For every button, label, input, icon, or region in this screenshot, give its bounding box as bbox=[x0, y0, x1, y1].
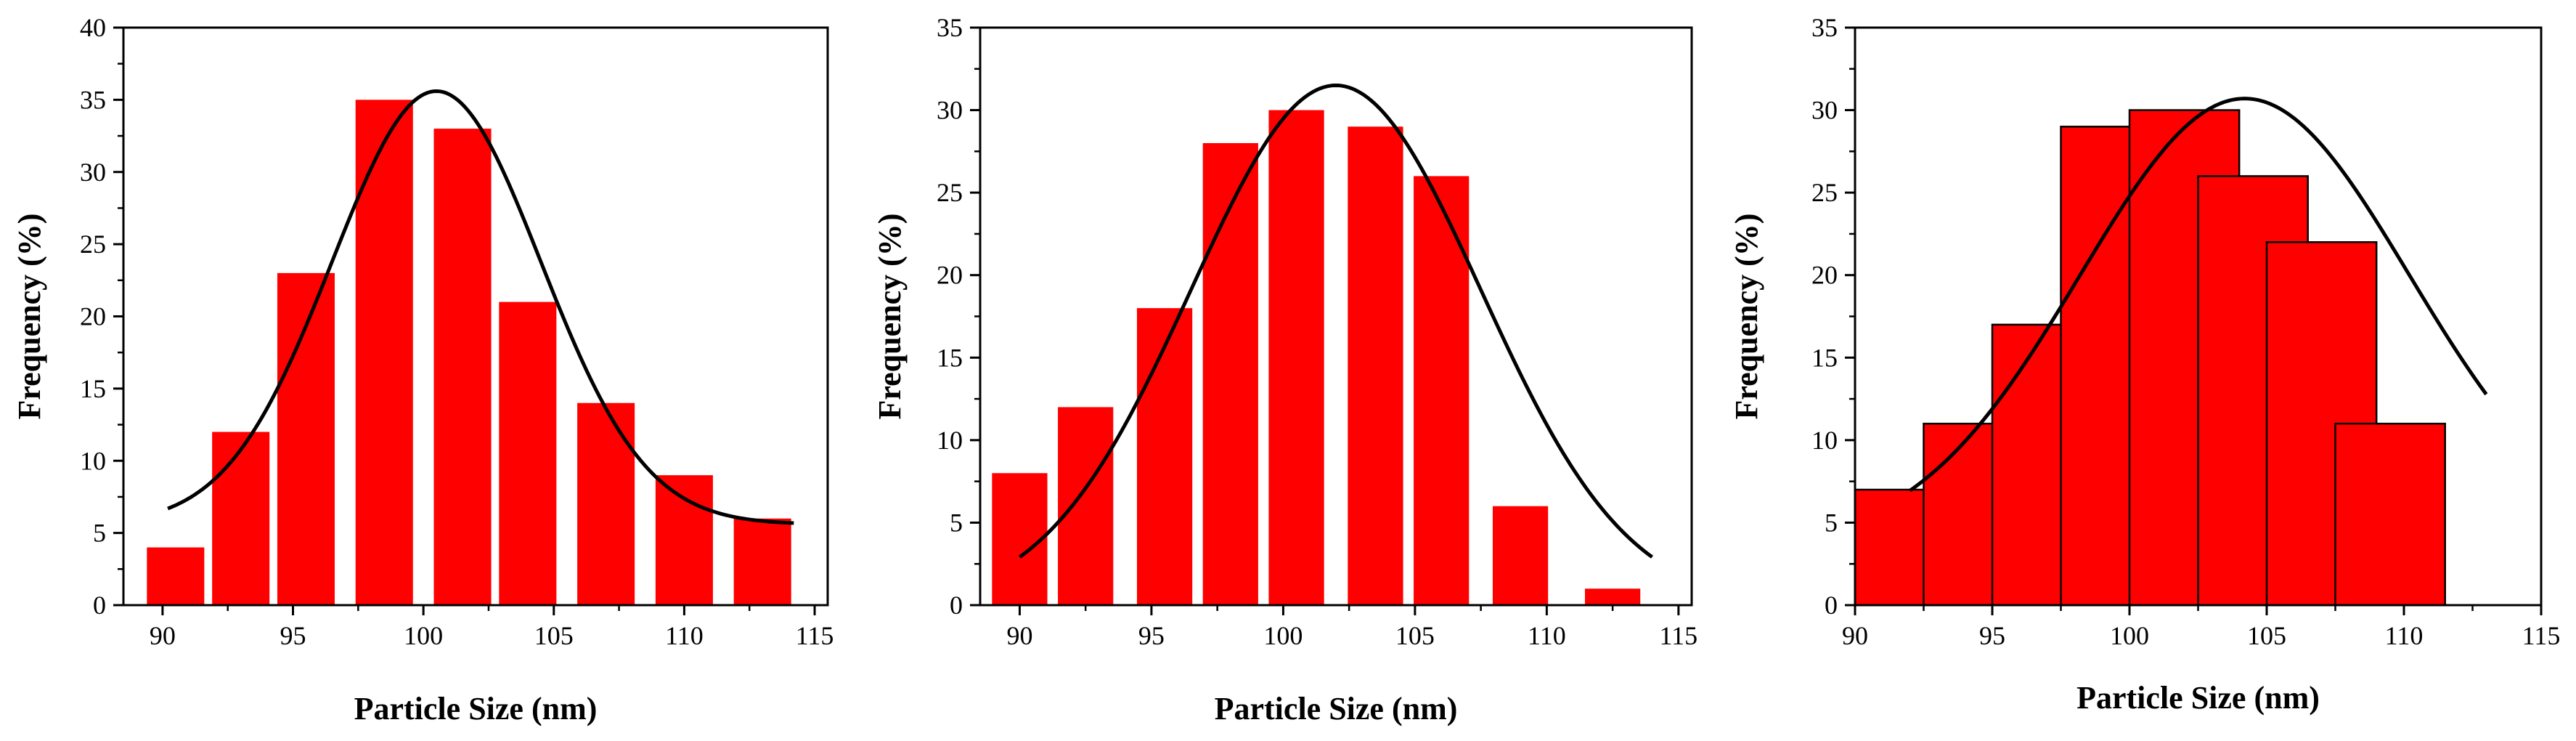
y-axis-title: Frequency (%) bbox=[1729, 214, 1764, 420]
y-tick-label: 35 bbox=[937, 13, 963, 42]
gaussian-fit-line bbox=[1018, 83, 1654, 559]
gaussian-fit-line bbox=[167, 89, 794, 525]
y-tick-label: 20 bbox=[80, 302, 106, 331]
bar-3 bbox=[1136, 308, 1193, 605]
y-tick-label: 5 bbox=[1825, 508, 1838, 537]
bar-2 bbox=[212, 432, 270, 605]
bar-8 bbox=[655, 475, 713, 605]
bar-7 bbox=[577, 402, 635, 605]
bar-6 bbox=[1348, 126, 1403, 606]
x-axis-title: Particle Size (nm) bbox=[2076, 680, 2320, 716]
y-tick-label: 20 bbox=[937, 261, 963, 290]
y-tick-label: 30 bbox=[1811, 96, 1838, 125]
y-tick-label: 35 bbox=[1811, 13, 1838, 42]
bar-7 bbox=[1414, 176, 1470, 605]
x-tick-label: 115 bbox=[2522, 621, 2561, 650]
y-tick-label: 10 bbox=[80, 446, 106, 475]
y-tick-label: 5 bbox=[950, 508, 963, 537]
x-tick-label: 110 bbox=[2385, 621, 2424, 650]
y-tick-label: 25 bbox=[1811, 178, 1838, 207]
x-tick-label: 110 bbox=[665, 621, 704, 650]
y-tick-label: 25 bbox=[937, 178, 963, 207]
bar-5 bbox=[1268, 110, 1324, 606]
y-axis-title: Frequency (%) bbox=[12, 214, 47, 420]
x-tick-label: 95 bbox=[1979, 621, 2005, 650]
bar-4 bbox=[355, 100, 413, 605]
x-axis-title: Particle Size (nm) bbox=[354, 691, 598, 726]
bar-1 bbox=[992, 473, 1048, 605]
x-tick-label: 115 bbox=[796, 621, 834, 650]
bar-5 bbox=[433, 129, 492, 605]
bar-1 bbox=[147, 547, 205, 605]
x-tick-label: 95 bbox=[280, 621, 306, 650]
y-tick-label: 30 bbox=[937, 96, 963, 125]
x-tick-label: 100 bbox=[2110, 621, 2149, 650]
x-tick-label: 115 bbox=[1660, 621, 1698, 650]
y-tick-label: 15 bbox=[937, 343, 963, 372]
gaussian-fit-line bbox=[1909, 97, 2488, 493]
y-tick-label: 35 bbox=[80, 85, 106, 114]
x-tick-label: 105 bbox=[534, 621, 574, 650]
x-tick-label: 90 bbox=[1842, 621, 1868, 650]
y-tick-label: 25 bbox=[80, 230, 106, 259]
y-axis-title: Frequency (%) bbox=[872, 214, 908, 420]
x-tick-label: 90 bbox=[150, 621, 176, 650]
x-tick-label: 110 bbox=[1528, 621, 1566, 650]
y-tick-label: 0 bbox=[1825, 591, 1838, 620]
y-tick-label: 15 bbox=[1811, 343, 1838, 372]
histogram-panel-1: 90 95 100 105 110 115 0 5 10 15 20 25 30 35 40 Particle… bbox=[12, 13, 833, 726]
y-tick-label: 40 bbox=[80, 13, 106, 42]
histogram-panel-3: 90 95 100 105 110 115 0 5 10 15 20 25 30 35 Particle S… bbox=[1729, 13, 2560, 716]
bar-9 bbox=[733, 518, 791, 605]
y-tick-label: 30 bbox=[80, 158, 106, 187]
bar-2 bbox=[1058, 407, 1114, 605]
y-tick-label: 15 bbox=[80, 374, 106, 403]
y-tick-label: 0 bbox=[93, 591, 106, 620]
x-tick-label: 105 bbox=[1395, 621, 1435, 650]
bar-9 bbox=[1585, 588, 1641, 605]
bar-8 bbox=[2334, 422, 2446, 607]
bar-4 bbox=[1202, 143, 1258, 605]
y-tick-label: 0 bbox=[950, 591, 963, 620]
y-tick-label: 20 bbox=[1811, 261, 1838, 290]
bar-8 bbox=[1492, 506, 1549, 605]
y-tick-label: 5 bbox=[93, 519, 106, 548]
x-tick-label: 90 bbox=[1006, 621, 1032, 650]
y-tick-label: 10 bbox=[1811, 426, 1838, 455]
x-tick-label: 100 bbox=[404, 621, 443, 650]
x-tick-label: 100 bbox=[1263, 621, 1303, 650]
histogram-panel-2: 90 95 100 105 110 115 0 5 10 15 20 25 30 35 Particle S… bbox=[872, 13, 1697, 726]
x-tick-label: 95 bbox=[1138, 621, 1165, 650]
x-tick-label: 105 bbox=[2247, 621, 2286, 650]
y-tick-label: 10 bbox=[937, 426, 963, 455]
x-axis-title: Particle Size (nm) bbox=[1215, 691, 1458, 726]
bar-6 bbox=[499, 301, 557, 605]
